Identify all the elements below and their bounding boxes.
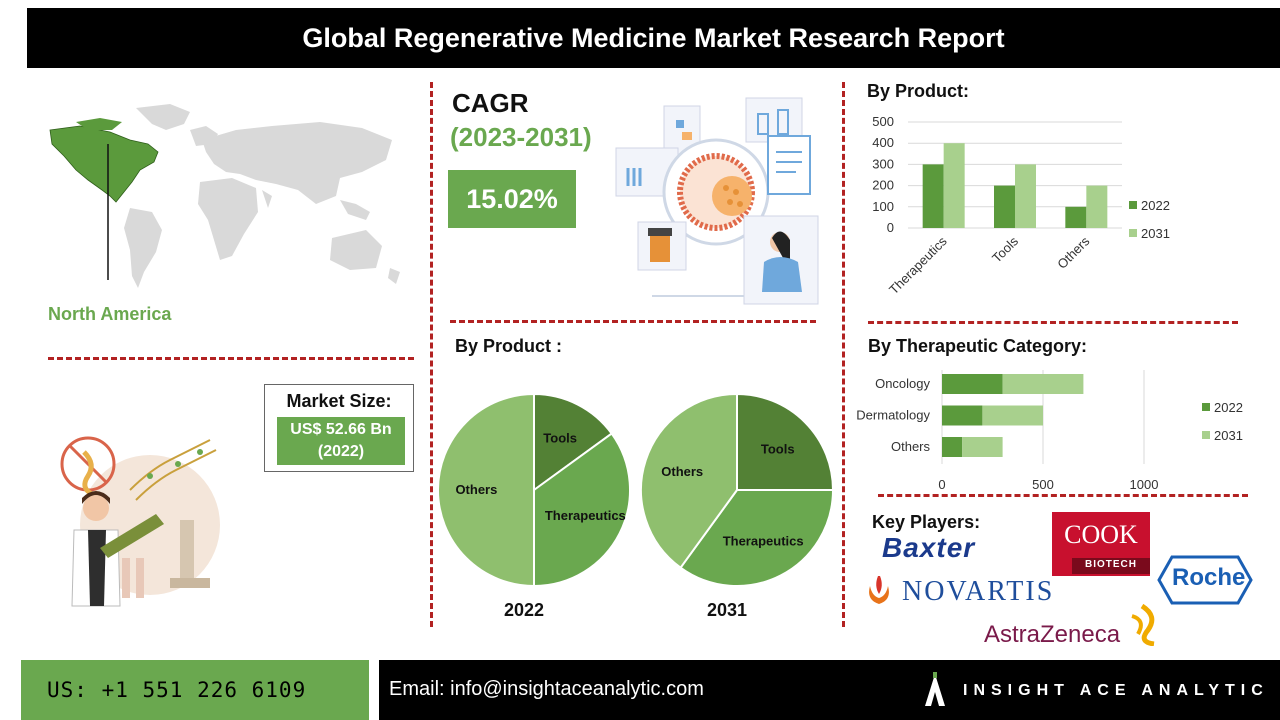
hbar-2031-others [962, 437, 1003, 457]
pie-caption-1: 2031 [707, 600, 747, 620]
hbar-x-tick-label: 0 [938, 477, 945, 492]
pie-slice-tools [736, 392, 835, 491]
bar-2022-therapeutics [922, 164, 944, 228]
hbar-x-tick-label: 500 [1032, 477, 1054, 492]
hbar-y-tick-label: Oncology [875, 376, 930, 391]
bar-x-tick-label: Tools [989, 233, 1021, 265]
hbar-2031-oncology [1002, 374, 1084, 394]
therapeutic-chart-title: By Therapeutic Category: [868, 336, 1088, 356]
footer-phone: US: +1 551 226 6109 [21, 660, 369, 720]
footer-bar: Email: info@insightaceanalytic.com INSIG… [379, 660, 1280, 720]
bar-2022-tools [994, 185, 1015, 228]
market-size-title: Market Size: [286, 391, 392, 411]
bar-y-tick-label: 0 [887, 220, 894, 235]
pie-slice-others [437, 392, 535, 588]
product-bar-chart: 0 100 200 300 400 500 Therapeutics Tools Others 2… [872, 114, 1170, 297]
cook-logo-subtext: BIOTECH [1085, 559, 1137, 570]
roche-hexagon-icon [1157, 555, 1253, 605]
page-title: Global Regenerative Medicine Market Rese… [27, 8, 1280, 68]
novartis-flame-icon [869, 576, 889, 604]
astrazeneca-swirl-icon [1131, 603, 1155, 646]
pie-slice-label: Tools [761, 441, 795, 456]
insight-ace-logo-icon [925, 672, 945, 706]
hbar-2022-oncology [942, 374, 1003, 394]
divider-vertical-left [430, 82, 433, 627]
bar-2031-tools [1015, 164, 1036, 228]
product-pie-charts: Tools Therapeutics Others 2022 Tools Therapeu… [437, 392, 835, 620]
region-label: North America [48, 304, 172, 324]
pie-slice-tools [533, 392, 614, 492]
bar-2022-others [1065, 206, 1087, 228]
bar-y-tick-label: 500 [872, 114, 894, 129]
cook-logo-text: COOK [1064, 520, 1138, 549]
bar-legend-swatch [1129, 229, 1137, 237]
market-size-amount: US$ 52.66 Bn [290, 421, 392, 438]
pie-caption-0: 2022 [504, 600, 544, 620]
pie-chart-title: By Product : [455, 336, 563, 356]
pie-slice-label: Others [661, 464, 703, 479]
astrazeneca-logo: AstraZeneca [984, 621, 1121, 648]
bar-y-tick-label: 400 [872, 135, 894, 150]
hbar-x-tick-label: 1000 [1130, 477, 1159, 492]
pie-slice-label: Therapeutics [723, 533, 804, 548]
scientist-illustration-icon [60, 436, 220, 607]
bar-2031-therapeutics [943, 143, 965, 228]
divider-right-top [868, 321, 1238, 324]
pie-slice-others [640, 392, 738, 570]
cagr-value: 15.02% [448, 170, 576, 228]
cell-research-illustration-icon [615, 97, 819, 305]
divider-left [48, 357, 414, 360]
cook-logo: COOK BIOTECH [1052, 512, 1150, 576]
bar-x-tick-label: Others [1054, 233, 1093, 272]
bar-legend-label: 2022 [1141, 198, 1170, 213]
hbar-legend-label: 2031 [1214, 428, 1243, 443]
bar-2031-others [1086, 185, 1108, 228]
pie-slice-therapeutics [533, 432, 631, 588]
pie-slice-label: Others [455, 482, 497, 497]
bar-legend-swatch [1129, 201, 1137, 209]
market-size-year: (2022) [317, 443, 365, 460]
bar-y-tick-label: 200 [872, 178, 894, 193]
pie-slice-therapeutics [679, 489, 835, 587]
bar-chart-title: By Product: [867, 81, 970, 101]
hbar-2022-others [942, 437, 963, 457]
therapeutic-bar-chart: 0 500 1000 Oncology Dermatology Others 2022 203… [856, 370, 1243, 492]
hbar-y-tick-label: Others [891, 439, 931, 454]
bar-y-tick-label: 300 [872, 156, 894, 171]
bar-y-tick-label: 100 [872, 199, 894, 214]
key-players-title: Key Players: [872, 512, 981, 532]
bar-x-tick-label: Therapeutics [886, 233, 950, 297]
pie-slice-label: Therapeutics [545, 508, 626, 523]
cagr-title: CAGR [452, 88, 529, 118]
hbar-legend-swatch [1202, 431, 1210, 439]
pie-slice-label: Tools [543, 431, 577, 446]
footer-brand: INSIGHT ACE ANALYTIC [963, 682, 1269, 699]
market-size-value: US$ 52.66 Bn (2022) [277, 417, 405, 465]
divider-right-bottom [878, 494, 1248, 497]
footer-email[interactable]: Email: info@insightaceanalytic.com [389, 678, 704, 700]
hbar-2022-dermatology [942, 405, 983, 426]
world-map-icon [49, 104, 400, 288]
divider-middle [450, 320, 816, 323]
market-size-box: Market Size: US$ 52.66 Bn (2022) [264, 384, 414, 472]
bar-legend-label: 2031 [1141, 226, 1170, 241]
roche-logo: Roche [1172, 564, 1246, 591]
hbar-legend-swatch [1202, 403, 1210, 411]
divider-vertical-right [842, 82, 845, 627]
baxter-logo: Baxter [882, 532, 976, 563]
hbar-2031-dermatology [982, 405, 1043, 426]
hbar-y-tick-label: Dermatology [856, 408, 930, 423]
novartis-logo: NOVARTIS [902, 576, 1055, 607]
hbar-legend-label: 2022 [1214, 400, 1243, 415]
cagr-period: (2023-2031) [450, 122, 592, 152]
